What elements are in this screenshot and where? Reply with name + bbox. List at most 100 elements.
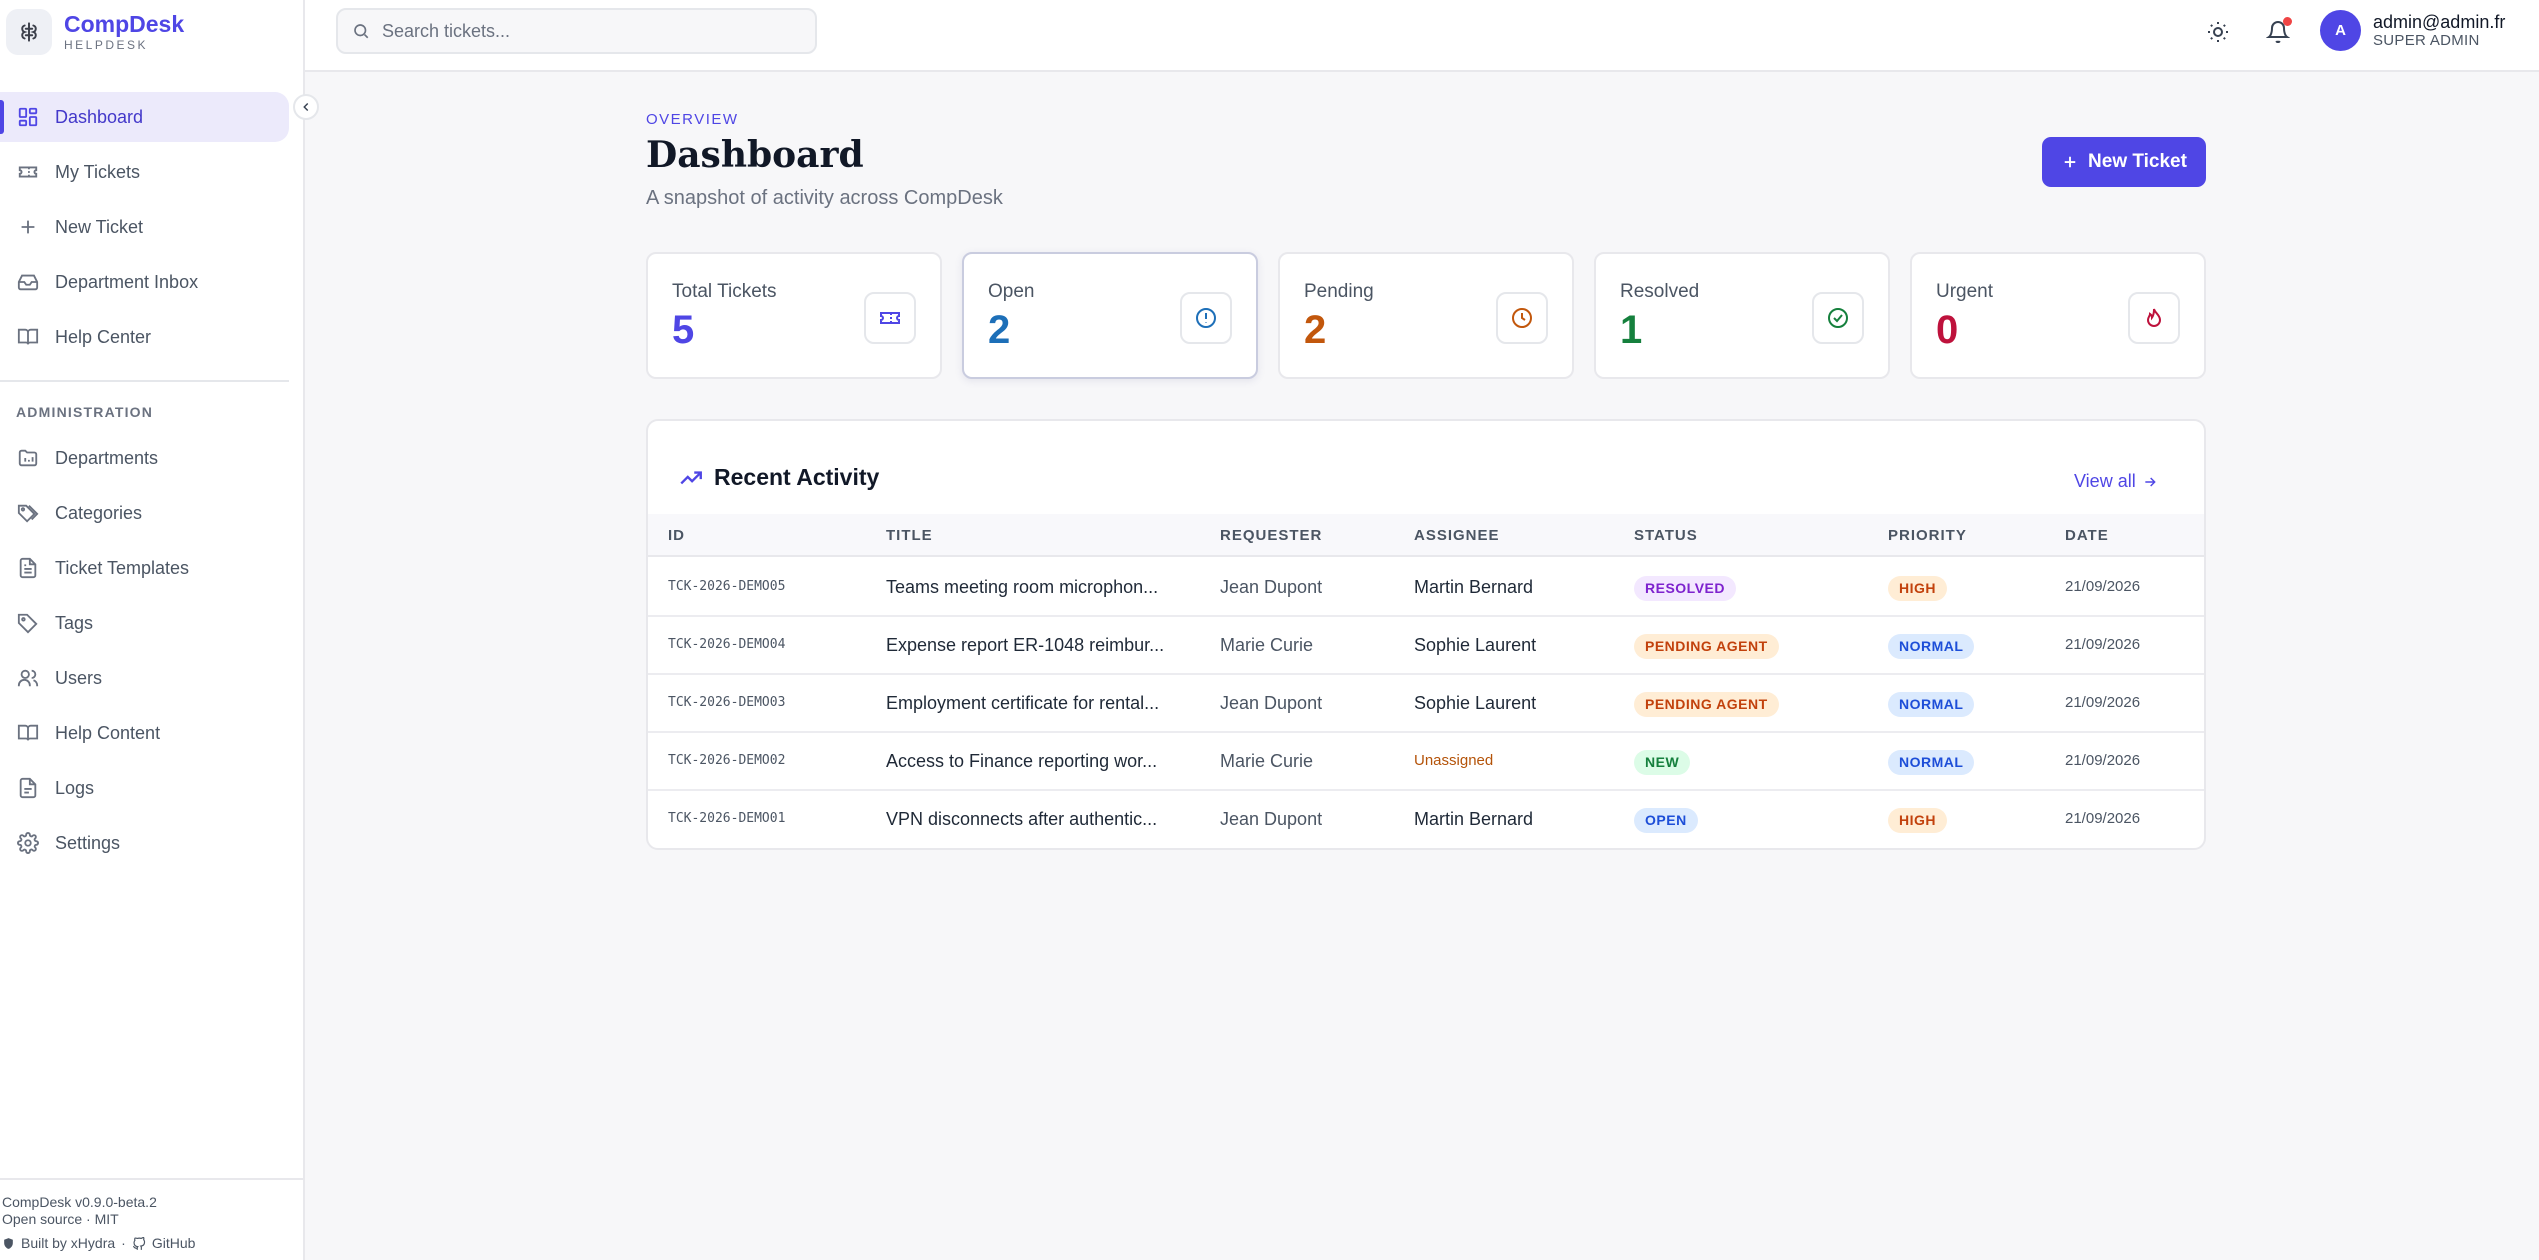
sidebar-item-help-center[interactable]: Help Center (0, 312, 289, 362)
sidebar-item-label: Help Center (55, 326, 152, 347)
sidebar-item-tags[interactable]: Tags (0, 598, 289, 648)
user-email: admin@admin.fr (2373, 11, 2506, 32)
sun-icon (2208, 22, 2228, 42)
sidebar-footer: CompDesk v0.9.0-beta.2 Open source · MIT… (0, 1178, 303, 1260)
ticket-title[interactable]: VPN disconnects after authentic... (886, 809, 1158, 829)
ticket-date: 21/09/2026 (2065, 694, 2141, 711)
alert-circle-icon (1180, 292, 1232, 344)
ticket-date: 21/09/2026 (2065, 636, 2141, 653)
table-row[interactable]: TCK-2026-DEMO02 Access to Finance report… (648, 733, 2204, 791)
stat-value: 2 (988, 308, 1011, 352)
brand-subtitle: HELPDESK (64, 37, 149, 52)
ticket-assignee: Sophie Laurent (1414, 693, 1537, 713)
priority-badge: NORMAL (1888, 749, 1975, 775)
sidebar-item-label: Settings (55, 832, 121, 853)
ticket-assignee: Martin Bernard (1414, 577, 1534, 597)
sidebar-item-label: New Ticket (55, 216, 144, 237)
column-header-priority[interactable]: PRIORITY (1888, 527, 1967, 544)
view-all-link[interactable]: View all (2074, 471, 2158, 492)
notifications-button[interactable] (2262, 16, 2294, 48)
search-input[interactable] (382, 20, 782, 42)
built-by-link[interactable]: Built by xHydra (21, 1235, 116, 1251)
priority-badge: HIGH (1888, 807, 1947, 833)
sidebar-item-my-tickets[interactable]: My Tickets (0, 147, 289, 197)
stat-label: Open (988, 281, 1035, 302)
ticket-id: TCK-2026-DEMO03 (668, 695, 786, 710)
table-row[interactable]: TCK-2026-DEMO01 VPN disconnects after au… (648, 791, 2204, 848)
status-badge: NEW (1634, 749, 1691, 775)
ticket-date: 21/09/2026 (2065, 578, 2141, 595)
ticket-id: TCK-2026-DEMO02 (668, 753, 786, 768)
user-menu[interactable]: A admin@admin.fr SUPER ADMIN (2320, 10, 2505, 51)
sidebar-item-users[interactable]: Users (0, 653, 289, 703)
theme-toggle-button[interactable] (2202, 16, 2234, 48)
stat-label: Total Tickets (672, 281, 777, 302)
sidebar-item-departments[interactable]: Departments (0, 433, 289, 483)
sidebar-item-new-ticket[interactable]: New Ticket (0, 202, 289, 252)
avatar: A (2320, 10, 2361, 51)
ticket-requester: Marie Curie (1220, 635, 1314, 655)
page-title: Dashboard (646, 134, 864, 176)
stat-value: 5 (672, 308, 695, 352)
version-text: CompDesk v0.9.0-beta.2 (2, 1194, 157, 1210)
sidebar-item-department-inbox[interactable]: Department Inbox (0, 257, 289, 307)
ticket-title[interactable]: Employment certificate for rental... (886, 693, 1160, 713)
chevron-left-icon (303, 102, 309, 112)
stat-card-pending[interactable]: Pending 2 (1278, 252, 1574, 379)
plus-icon (16, 215, 40, 239)
github-link[interactable]: GitHub (151, 1235, 196, 1251)
sidebar-divider (0, 380, 289, 382)
column-header-date[interactable]: DATE (2065, 527, 2109, 544)
priority-badge: HIGH (1888, 575, 1947, 601)
priority-badge: NORMAL (1888, 633, 1975, 659)
ticket-requester: Marie Curie (1220, 751, 1314, 771)
collapse-sidebar-button[interactable] (293, 94, 319, 120)
book-icon (16, 721, 40, 745)
table-row[interactable]: TCK-2026-DEMO03 Employment certificate f… (648, 675, 2204, 733)
sidebar-item-label: Categories (55, 502, 143, 523)
column-header-status[interactable]: STATUS (1634, 527, 1698, 544)
stat-card-total[interactable]: Total Tickets 5 (646, 252, 942, 379)
search-box[interactable] (336, 8, 817, 54)
priority-badge: NORMAL (1888, 691, 1975, 717)
sidebar-item-settings[interactable]: Settings (0, 818, 289, 868)
flame-icon (2128, 292, 2180, 344)
bell-icon (2266, 21, 2290, 44)
sidebar-item-ticket-templates[interactable]: Ticket Templates (0, 543, 289, 593)
page-eyebrow: OVERVIEW (646, 111, 739, 128)
ticket-title[interactable]: Expense report ER-1048 reimbur... (886, 635, 1165, 655)
brand[interactable]: CompDesk HELPDESK (6, 6, 184, 58)
ticket-title[interactable]: Access to Finance reporting wor... (886, 751, 1158, 771)
topbar: A admin@admin.fr SUPER ADMIN (305, 0, 2539, 72)
column-header-requester[interactable]: REQUESTER (1220, 527, 1323, 544)
ticket-icon (16, 160, 40, 184)
new-ticket-button[interactable]: New Ticket (2042, 137, 2206, 187)
status-badge: RESOLVED (1634, 575, 1736, 601)
sidebar-item-help-content[interactable]: Help Content (0, 708, 289, 758)
sidebar-item-categories[interactable]: Categories (0, 488, 289, 538)
status-badge: OPEN (1634, 807, 1698, 833)
stat-card-resolved[interactable]: Resolved 1 (1594, 252, 1890, 379)
column-header-id[interactable]: ID (668, 527, 685, 544)
ticket-title[interactable]: Teams meeting room microphon... (886, 577, 1159, 597)
column-header-title[interactable]: TITLE (886, 527, 933, 544)
ticket-assignee: Martin Bernard (1414, 809, 1534, 829)
ticket-id: TCK-2026-DEMO05 (668, 579, 786, 594)
admin-section-label: ADMINISTRATION (16, 404, 154, 420)
stat-card-urgent[interactable]: Urgent 0 (1910, 252, 2206, 379)
arrow-right-icon (2142, 474, 2158, 490)
sidebar-item-dashboard[interactable]: Dashboard (0, 92, 289, 142)
ticket-requester: Jean Dupont (1220, 577, 1323, 597)
sidebar-item-label: Ticket Templates (55, 557, 190, 578)
table-row[interactable]: TCK-2026-DEMO04 Expense report ER-1048 r… (648, 617, 2204, 675)
stat-card-open[interactable]: Open 2 (962, 252, 1258, 379)
gear-icon (16, 831, 40, 855)
sidebar-item-logs[interactable]: Logs (0, 763, 289, 813)
stat-value: 2 (1304, 308, 1327, 352)
stat-value: 1 (1620, 308, 1643, 352)
stat-label: Pending (1304, 281, 1374, 302)
column-header-assignee[interactable]: ASSIGNEE (1414, 527, 1500, 544)
sidebar-item-label: Dashboard (55, 106, 144, 127)
sidebar-item-label: Logs (55, 777, 95, 798)
table-row[interactable]: TCK-2026-DEMO05 Teams meeting room micro… (648, 559, 2204, 617)
